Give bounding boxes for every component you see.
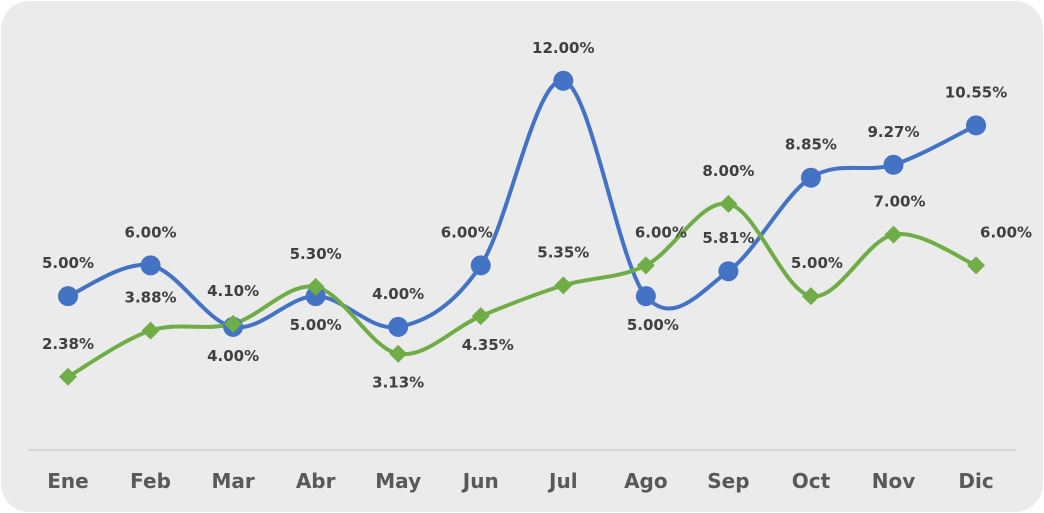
point-marker	[967, 256, 986, 275]
data-label: 5.00%	[42, 254, 94, 272]
point-marker	[59, 367, 77, 386]
x-tick-label: Sep	[707, 469, 749, 493]
point-marker	[718, 261, 739, 282]
data-label: 6.00%	[441, 223, 493, 241]
data-label: 9.27%	[867, 123, 919, 141]
data-label: 4.00%	[372, 285, 424, 303]
x-tick-label: Ago	[624, 469, 668, 493]
x-tick-label: Ene	[47, 469, 88, 493]
x-tick-label: Oct	[792, 469, 831, 493]
point-marker	[305, 286, 326, 307]
point-marker	[306, 277, 325, 296]
point-marker	[554, 276, 573, 295]
data-label: 8.00%	[702, 162, 754, 180]
data-label: 3.13%	[372, 374, 424, 392]
data-label: 5.81%	[702, 229, 754, 247]
x-tick-label: Feb	[130, 469, 171, 493]
point-marker	[800, 167, 821, 188]
data-label: 2.38%	[42, 335, 94, 353]
point-marker	[883, 154, 904, 175]
data-label: 12.00%	[532, 39, 594, 57]
point-marker	[141, 321, 160, 340]
point-marker	[719, 194, 738, 213]
point-marker	[636, 256, 655, 275]
point-marker	[553, 70, 574, 91]
point-marker	[389, 344, 408, 363]
data-label: 6.00%	[980, 223, 1032, 241]
data-label: 4.10%	[207, 282, 259, 300]
data-label: 6.00%	[125, 223, 177, 241]
point-marker	[140, 255, 161, 276]
data-label: 5.00%	[290, 316, 342, 334]
point-marker	[58, 286, 78, 307]
x-tick-label: May	[375, 469, 421, 493]
data-label: 5.00%	[791, 254, 843, 272]
x-tick-label: Jun	[461, 469, 499, 493]
point-marker	[224, 314, 243, 333]
data-label: 5.35%	[537, 243, 589, 261]
point-marker	[388, 316, 409, 337]
point-marker	[966, 115, 987, 136]
data-label: 4.00%	[207, 347, 259, 365]
data-label: 3.88%	[125, 289, 177, 307]
data-label: 5.00%	[627, 316, 679, 334]
x-tick-label: Dic	[958, 469, 993, 493]
x-tick-label: Nov	[872, 469, 916, 493]
x-tick-label: Mar	[211, 469, 254, 493]
point-marker	[471, 307, 490, 326]
data-label: 7.00%	[873, 193, 925, 211]
point-marker	[635, 286, 656, 307]
x-tick-label: Abr	[296, 469, 336, 493]
point-marker	[470, 255, 491, 276]
x-tick-label: Jul	[547, 469, 578, 493]
data-label: 4.35%	[462, 336, 514, 354]
data-label: 5.30%	[290, 245, 342, 263]
data-label: 8.85%	[785, 136, 837, 154]
data-label: 6.00%	[635, 223, 687, 241]
point-marker	[801, 287, 820, 306]
point-marker	[884, 225, 903, 244]
data-label: 10.55%	[945, 83, 1007, 101]
